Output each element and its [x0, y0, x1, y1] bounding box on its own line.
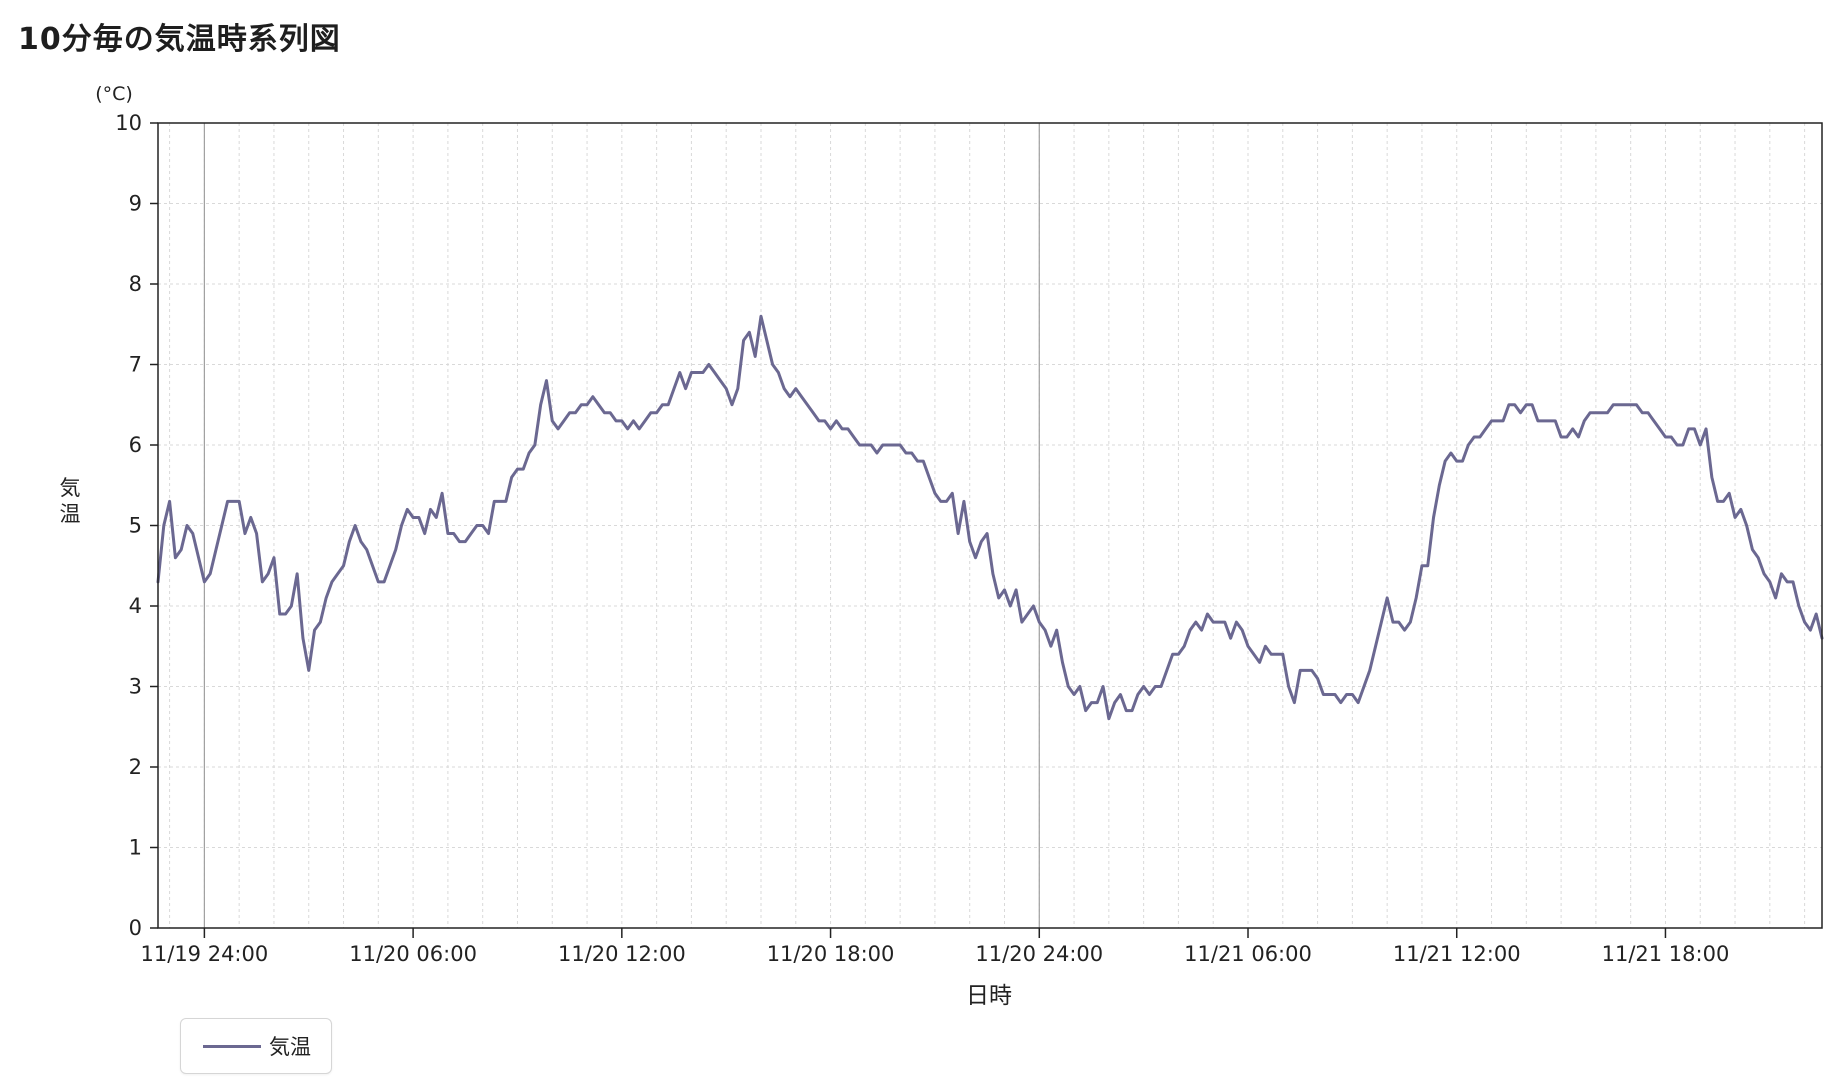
x-tick-label: 11/21 12:00	[1393, 942, 1521, 966]
x-tick-label: 11/20 24:00	[975, 942, 1103, 966]
x-axis-label: 日時	[966, 983, 1012, 1009]
axes	[157, 122, 1823, 929]
legend-label: 気温	[269, 1035, 311, 1059]
y-tick-label: 3	[129, 675, 142, 699]
chart-title: 10分毎の気温時系列図	[18, 22, 341, 57]
x-tick-labels: 11/19 24:00 11/20 06:00 11/20 12:00 11/20 1…	[141, 928, 1730, 966]
y-tick-label: 6	[129, 433, 142, 457]
y-tick-labels: 0 1 2 3 4 5 6 7 8 9 10	[115, 111, 158, 940]
y-axis-unit: (°C)	[95, 83, 133, 105]
y-tick-label: 5	[129, 514, 142, 538]
y-tick-label: 0	[129, 916, 142, 940]
y-tick-label: 1	[129, 836, 142, 860]
y-tick-label: 2	[129, 755, 142, 779]
y-tick-label: 7	[129, 353, 142, 377]
day-dividers	[203, 123, 1040, 928]
x-tick-label: 11/21 18:00	[1602, 942, 1730, 966]
legend-line-swatch	[203, 1044, 261, 1048]
major-gridlines	[158, 203, 1822, 848]
plot-frame	[157, 122, 1823, 929]
y-axis-label: 気温	[60, 476, 81, 526]
x-tick-label: 11/19 24:00	[141, 942, 269, 966]
y-tick-label: 4	[129, 594, 142, 618]
x-tick-label: 11/21 06:00	[1184, 942, 1312, 966]
series-line-temperature	[156, 314, 1824, 721]
x-tick-label: 11/20 12:00	[558, 942, 686, 966]
x-tick-label: 11/20 18:00	[767, 942, 895, 966]
legend: 気温	[180, 1018, 332, 1074]
plot-area	[156, 314, 1824, 721]
y-tick-label: 8	[129, 272, 142, 296]
y-tick-label: 10	[115, 111, 142, 135]
x-tick-label: 11/20 06:00	[349, 942, 477, 966]
y-tick-label: 9	[129, 192, 142, 216]
